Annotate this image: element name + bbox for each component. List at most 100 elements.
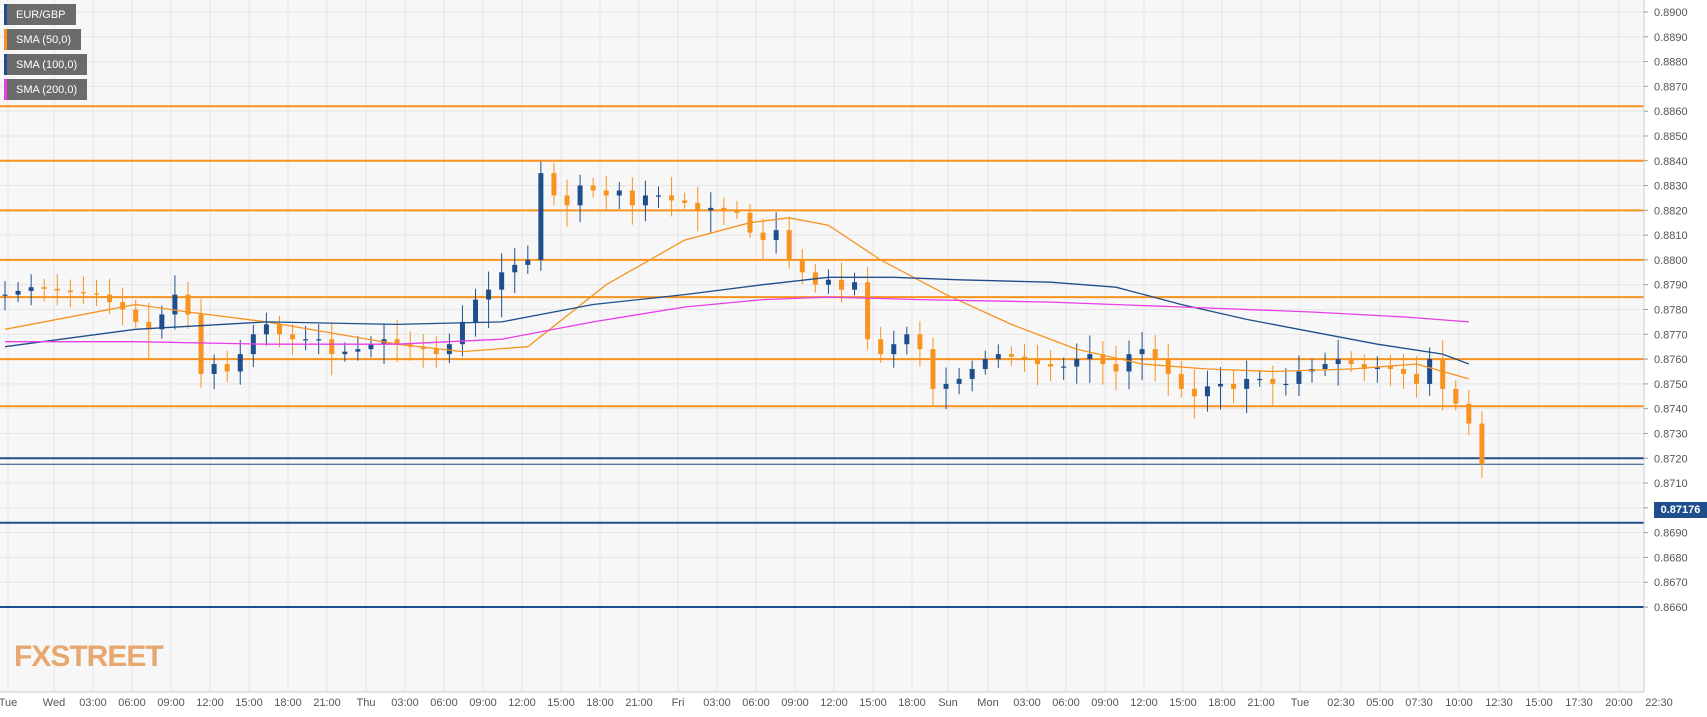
candle-body	[838, 279, 844, 290]
legend-label: SMA (50,0)	[16, 33, 72, 46]
candle-body	[1322, 364, 1328, 369]
x-tick-label: 18:00	[274, 697, 302, 709]
y-tick-label: 0.8870	[1654, 81, 1688, 93]
y-tick-label: 0.8740	[1654, 404, 1688, 416]
y-tick-label: 0.8710	[1654, 478, 1688, 490]
candle-body	[120, 302, 126, 310]
y-tick-label: 0.8790	[1654, 280, 1688, 292]
sma100-line	[4, 276, 1470, 365]
y-tick-label: 0.8820	[1654, 205, 1688, 217]
candle-body	[708, 207, 714, 211]
candle-body	[1100, 354, 1106, 365]
candle-body	[603, 190, 609, 196]
candle-body	[329, 339, 335, 355]
candle-body	[1453, 388, 1459, 404]
x-tick-label: 18:00	[586, 697, 614, 709]
legend-sma50[interactable]: SMA (50,0)	[4, 29, 82, 50]
x-tick-label: 15:00	[235, 697, 263, 709]
legend-sma200[interactable]: SMA (200,0)	[4, 79, 88, 100]
y-tick-label: 0.8670	[1654, 577, 1688, 589]
x-tick-label: 05:00	[1366, 697, 1394, 709]
candle-body	[263, 324, 269, 335]
candle-body	[420, 346, 426, 350]
x-tick-label: 22:30	[1645, 697, 1673, 709]
candle-body	[133, 309, 139, 322]
candle-body	[486, 289, 492, 300]
candle-body	[2, 294, 8, 296]
candle-body	[1008, 354, 1014, 357]
candle-body	[564, 195, 570, 206]
candle-body	[303, 339, 309, 341]
y-tick-label: 0.8750	[1654, 379, 1688, 391]
candle-body	[198, 314, 204, 374]
y-tick-label: 0.8690	[1654, 528, 1688, 540]
candle-body	[982, 359, 988, 369]
candle-body	[773, 230, 779, 241]
y-tick-label: 0.8720	[1654, 453, 1688, 465]
candle-body	[1178, 373, 1184, 389]
candle-body	[146, 321, 152, 330]
candle-body	[878, 339, 884, 355]
y-tick-label: 0.8900	[1654, 7, 1688, 19]
candle-body	[211, 364, 217, 374]
x-tick-label: 21:00	[1247, 697, 1275, 709]
candle-body	[15, 290, 21, 295]
legend-sma100[interactable]: SMA (100,0)	[4, 54, 88, 75]
x-tick-label: 06:00	[742, 697, 770, 709]
candle-body	[1296, 371, 1302, 384]
x-tick-label: Sun	[938, 697, 958, 709]
x-tick-label: 06:00	[1052, 697, 1080, 709]
x-tick-label: 09:00	[1091, 697, 1119, 709]
candle-body	[930, 349, 936, 389]
y-tick-label: 0.8800	[1654, 255, 1688, 267]
candle-body	[1218, 383, 1224, 387]
candle-body	[67, 290, 73, 293]
y-tick-label: 0.8760	[1654, 354, 1688, 366]
candle-body	[904, 334, 910, 345]
candle-body	[1270, 378, 1276, 384]
y-tick-label: 0.8890	[1654, 32, 1688, 44]
candle-body	[865, 282, 871, 340]
x-tick-label: 21:00	[625, 697, 653, 709]
candle-body	[1361, 364, 1367, 369]
y-tick-label: 0.8880	[1654, 57, 1688, 69]
chart-legend: EUR/GBP SMA (50,0) SMA (100,0) SMA (200,…	[4, 4, 88, 104]
candle-body	[368, 344, 374, 350]
candle-body	[956, 378, 962, 384]
candle-body	[499, 272, 505, 290]
candle-body	[1283, 383, 1289, 386]
x-tick-label: 18:00	[1208, 697, 1236, 709]
candle-body	[891, 344, 897, 355]
x-tick-label: 21:00	[313, 697, 341, 709]
candle-body	[734, 210, 740, 213]
candle-body	[224, 364, 230, 372]
y-tick-label: 0.8830	[1654, 181, 1688, 193]
candle-body	[107, 294, 113, 303]
candle-body	[1035, 359, 1041, 365]
candle-body	[93, 293, 99, 295]
candle-body	[1152, 349, 1158, 360]
candle-body	[852, 282, 858, 290]
legend-label: SMA (200,0)	[16, 83, 78, 96]
candle-body	[512, 264, 518, 273]
legend-eurgbp[interactable]: EUR/GBP	[4, 4, 76, 25]
candle-body	[642, 195, 648, 206]
x-tick-label: 09:00	[781, 697, 809, 709]
x-tick-label: 12:00	[196, 697, 224, 709]
x-tick-label: 10:00	[1445, 697, 1473, 709]
candle-body	[1231, 383, 1237, 389]
y-tick-label: 0.8860	[1654, 106, 1688, 118]
candle-body	[1348, 359, 1354, 365]
candle-body	[1466, 403, 1472, 424]
candle-body	[237, 354, 243, 372]
y-tick-label: 0.8810	[1654, 230, 1688, 242]
candle-body	[1126, 354, 1132, 372]
x-tick-label: Tue	[0, 697, 17, 709]
legend-label: SMA (100,0)	[16, 58, 78, 71]
candle-body	[1427, 359, 1433, 384]
candle-body	[394, 339, 400, 345]
candle-body	[551, 173, 557, 196]
legend-swatch	[4, 29, 7, 50]
x-tick-label: 03:00	[1013, 697, 1041, 709]
